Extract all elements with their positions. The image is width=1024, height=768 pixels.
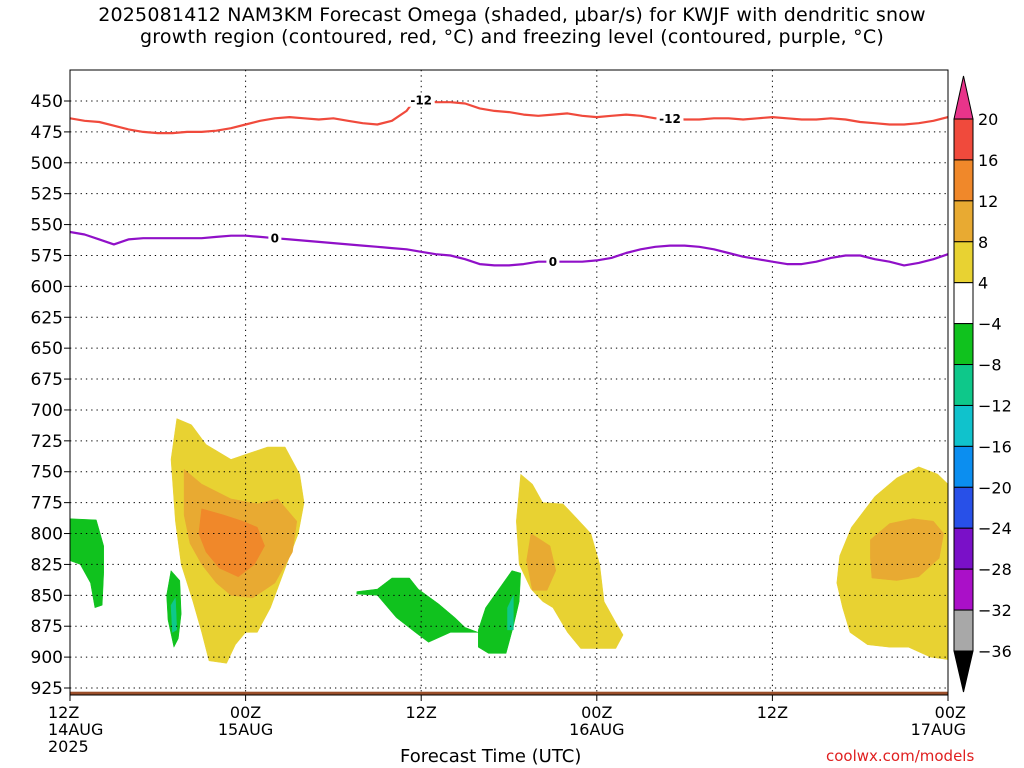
x-tick-label-24-0: 12Z xyxy=(406,703,437,722)
colorbar-label-5: −4 xyxy=(978,315,1002,334)
colorbar-segment-0 xyxy=(953,118,974,161)
colorbar-top-arrow xyxy=(953,75,974,120)
x-tick-label-36-0: 00Z xyxy=(581,703,612,722)
contour-label-bg-0-0 xyxy=(407,92,435,107)
omega-region-3 xyxy=(516,473,624,649)
y-tick-label-575: 575 xyxy=(31,246,63,266)
credit-link[interactable]: coolwx.com/models xyxy=(826,747,975,765)
colorbar-label-10: −24 xyxy=(978,519,1012,538)
omega-region-2 xyxy=(198,508,265,578)
colorbar-segment-11 xyxy=(953,568,974,611)
colorbar-segment-5 xyxy=(953,323,974,366)
y-tick-label-650: 650 xyxy=(31,339,63,359)
y-tick-label-750: 750 xyxy=(31,463,63,483)
contour-label-bg-0-1 xyxy=(656,111,684,126)
plot-frame xyxy=(69,69,949,696)
x-tick-label-12-0: 00Z xyxy=(230,703,261,722)
y-tick-label-600: 600 xyxy=(31,277,63,297)
ground-terrain xyxy=(70,691,948,695)
contour-label-bg-1-0 xyxy=(268,231,282,246)
colorbar-label-3: 8 xyxy=(978,233,988,252)
y-tick-label-875: 875 xyxy=(31,617,63,637)
x-tick-label-0-1: 14AUG xyxy=(48,720,103,739)
colorbar-label-8: −16 xyxy=(978,437,1012,456)
colorbar-segment-8 xyxy=(953,445,974,488)
x-tick-label-0-0: 12Z xyxy=(48,703,79,722)
contour-label-1-1: 0 xyxy=(549,255,557,269)
colorbar-segment-12 xyxy=(953,609,974,652)
y-tick-label-925: 925 xyxy=(31,679,63,699)
x-tick-label-36-1: 16AUG xyxy=(569,720,624,739)
y-tick-label-775: 775 xyxy=(31,494,63,514)
colorbar-segment-6 xyxy=(953,364,974,406)
omega-region-6 xyxy=(870,518,944,581)
colorbar-label-11: −28 xyxy=(978,560,1012,579)
chart-title-line2: growth region (contoured, red, °C) and f… xyxy=(140,26,884,48)
colorbar-segment-9 xyxy=(953,486,974,529)
chart-title-line1: 2025081412 NAM3KM Forecast Omega (shaded… xyxy=(98,4,926,26)
omega-shading-layer xyxy=(70,418,948,664)
y-tick-label-900: 900 xyxy=(31,648,63,668)
contour-layer: -12 -12 0 0 xyxy=(70,92,948,269)
grid-layer xyxy=(69,70,949,695)
y-tick-label-450: 450 xyxy=(31,92,63,112)
colorbar-label-6: −8 xyxy=(978,356,1002,375)
omega-region-4 xyxy=(526,533,557,591)
x-tick-label-60-0: 00Z xyxy=(935,703,966,722)
colorbar-label-7: −12 xyxy=(978,396,1012,415)
y-tick-label-475: 475 xyxy=(31,123,63,143)
y-tick-label-550: 550 xyxy=(31,216,63,236)
contour-label-bg-1-1 xyxy=(546,254,560,269)
y-tick-label-625: 625 xyxy=(31,308,63,328)
colorbar-segment-7 xyxy=(953,404,974,447)
colorbar-segment-10 xyxy=(953,527,974,570)
x-tick-label-48-0: 12Z xyxy=(757,703,788,722)
y-tick-label-850: 850 xyxy=(31,586,63,606)
x-tick-label-60-1: 17AUG xyxy=(911,720,966,739)
y-tick-label-725: 725 xyxy=(31,432,63,452)
colorbar-label-2: 12 xyxy=(978,192,998,211)
y-tick-label-525: 525 xyxy=(31,185,63,205)
y-tick-label-500: 500 xyxy=(31,154,63,174)
omega-region-12 xyxy=(507,595,514,631)
omega-region-7 xyxy=(70,518,104,609)
colorbar-segment-2 xyxy=(953,200,974,243)
y-tick-label-700: 700 xyxy=(31,401,63,421)
y-tick-label-800: 800 xyxy=(31,525,63,545)
y-tick-label-825: 825 xyxy=(31,555,63,575)
contour-line-1 xyxy=(70,230,948,267)
omega-region-9 xyxy=(356,577,479,643)
contour-label-0-0: -12 xyxy=(410,93,432,107)
x-tick-label-0-2: 2025 xyxy=(48,737,89,756)
chart-title: 2025081412 NAM3KM Forecast Omega (shaded… xyxy=(0,4,1024,48)
colorbar-label-12: −32 xyxy=(978,601,1012,620)
contour-line-0 xyxy=(70,98,948,135)
y-axis: 450 475 500 525 550 575 600 625 650 675 700 725 750 7… xyxy=(31,92,70,699)
colorbar-label-1: 16 xyxy=(978,151,998,170)
colorbar-label-4: 4 xyxy=(978,274,988,293)
colorbar: 20 16 12 8 4 −4 −8 −12 −16 −20 −24 −28 −32 −36 xyxy=(953,75,1012,693)
omega-region-11 xyxy=(170,596,178,633)
colorbar-bottom-arrow xyxy=(953,650,974,693)
colorbar-segment-1 xyxy=(953,159,974,202)
contour-label-0-1: -12 xyxy=(659,112,681,126)
y-tick-label-675: 675 xyxy=(31,370,63,390)
colorbar-label-9: −20 xyxy=(978,478,1012,497)
x-axis-title: Forecast Time (UTC) xyxy=(400,746,582,767)
colorbar-label-13: −36 xyxy=(978,642,1012,661)
colorbar-segment-4 xyxy=(953,282,974,325)
x-tick-label-12-1: 15AUG xyxy=(218,720,273,739)
colorbar-segment-3 xyxy=(953,241,974,284)
ground-layer xyxy=(70,691,948,695)
colorbar-label-0: 20 xyxy=(978,110,998,129)
contour-label-1-0: 0 xyxy=(271,232,279,246)
